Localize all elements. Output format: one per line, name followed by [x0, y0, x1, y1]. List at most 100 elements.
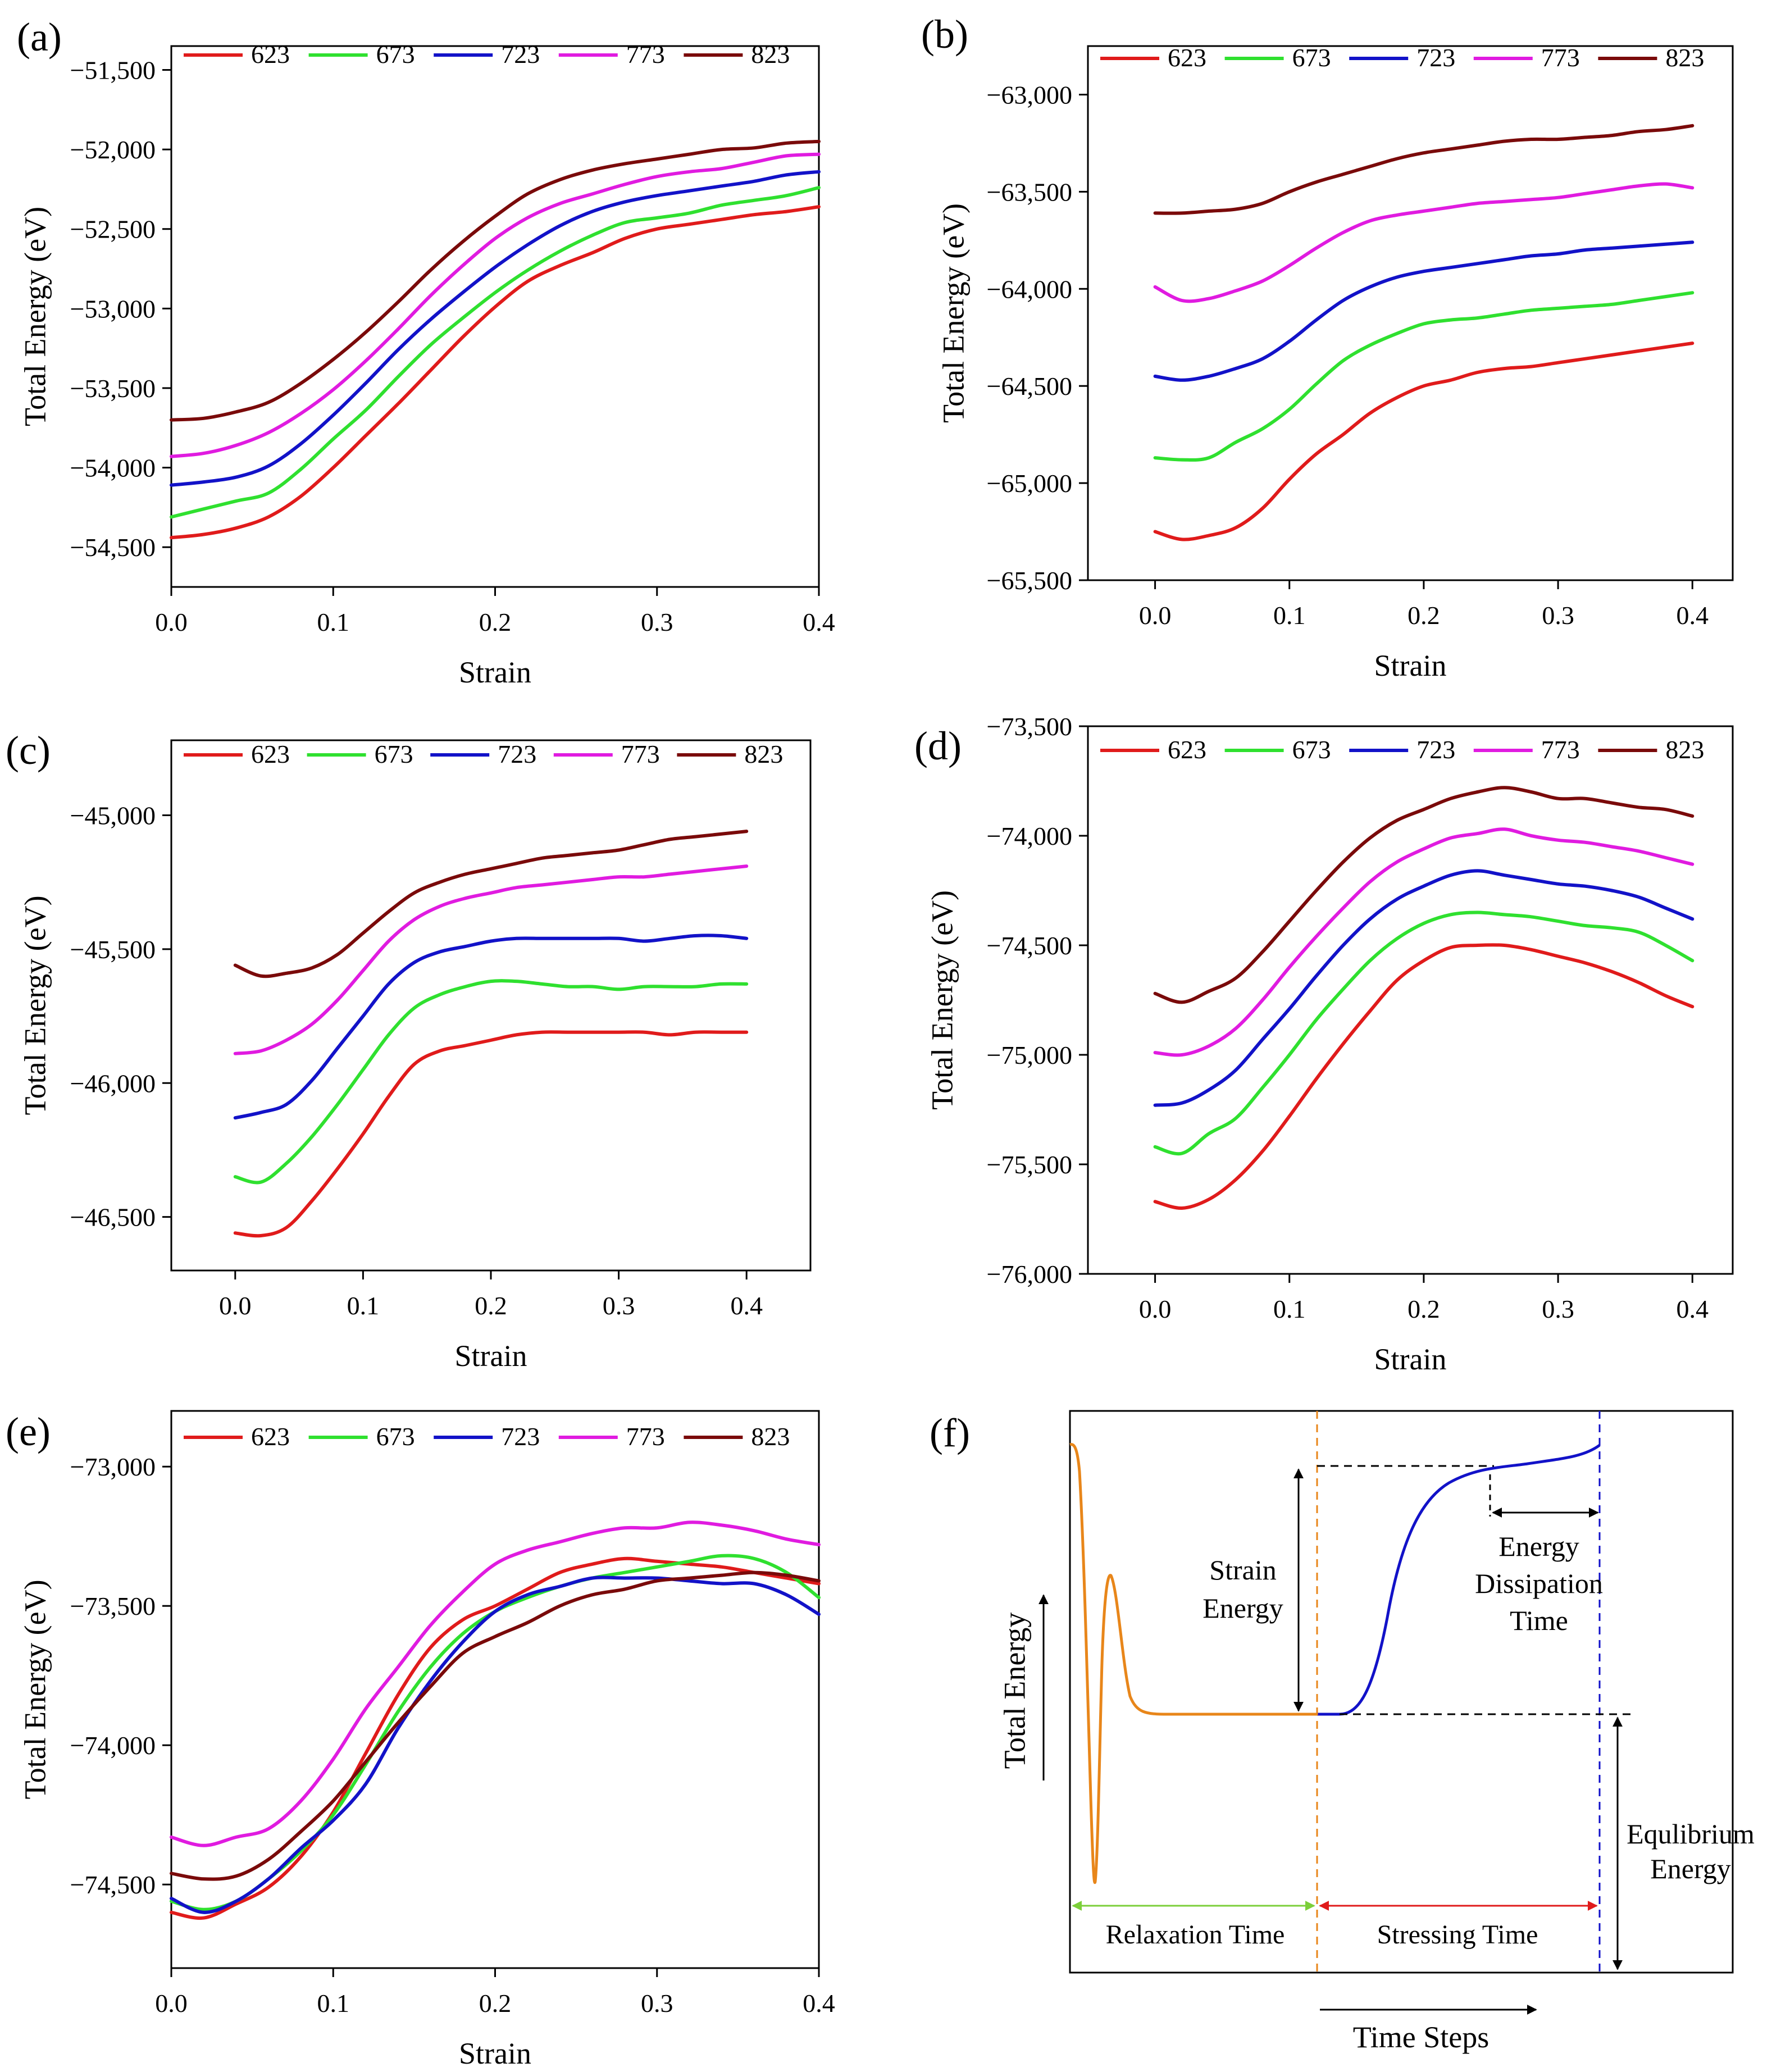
legend-label-623: 623	[251, 1422, 290, 1451]
relaxation-time-label: Relaxation Time	[1106, 1920, 1285, 1950]
y-tick-label: −64,500	[987, 372, 1072, 400]
strain-energy-label: Strain Energy	[1202, 1554, 1283, 1624]
y-tick-label: −65,000	[987, 469, 1072, 498]
legend-label-673: 673	[1292, 43, 1331, 72]
series-line-723	[1153, 869, 1695, 1107]
legend-label-823: 823	[744, 740, 783, 768]
series-line-623	[1153, 341, 1695, 541]
y-axis-label: Total Energy (eV)	[925, 890, 959, 1110]
panel-letter: (d)	[914, 723, 962, 768]
x-tick-label: 0.3	[1542, 1295, 1574, 1323]
x-tick-label: 0.2	[479, 1989, 512, 2018]
panel-letter: (f)	[930, 1410, 970, 1455]
series-line-773	[170, 1520, 821, 1847]
legend-label-723: 723	[501, 1422, 540, 1451]
plot-frame	[170, 1410, 820, 1969]
panel-d: 0.0 0.1 0.2 0.3 0.4 −73,500 −74,000 −74,500 −75,…	[914, 712, 1734, 1376]
y-tick-label: −45,500	[70, 935, 156, 964]
panel-letter: (b)	[921, 12, 968, 57]
series-line-823	[233, 830, 749, 978]
y-tick-label: −75,500	[987, 1150, 1072, 1179]
y-tick-label: −46,500	[70, 1203, 156, 1232]
y-axis-label: Total Energy (eV)	[18, 207, 52, 426]
y-tick-label: −74,000	[987, 822, 1072, 850]
legend-label-773: 773	[626, 40, 665, 69]
y-tick-label: −75,000	[987, 1041, 1072, 1069]
series-line-823	[1153, 124, 1695, 215]
series-line-723	[170, 1575, 821, 1914]
x-tick-label: 0.1	[1273, 1295, 1306, 1323]
x-tick-label: 0.2	[1408, 1295, 1440, 1323]
panel-a: 0.0 0.1 0.2 0.3 0.4 −51,500 −52,000 −52,500 −53,…	[17, 15, 835, 689]
x-tick-label: 0.0	[1139, 601, 1172, 630]
y-tick-label: −54,500	[70, 533, 156, 562]
y-axis-label: Total Energy (eV)	[18, 1579, 52, 1799]
y-tick-label: −52,000	[70, 135, 156, 164]
legend-label-823: 823	[1665, 735, 1704, 764]
series-line-773	[170, 152, 821, 458]
series-line-673	[170, 186, 821, 519]
legend-label-623: 623	[1168, 735, 1206, 764]
legend-label-673: 673	[376, 1422, 415, 1451]
series-line-773	[1153, 182, 1695, 303]
y-tick-label: −65,500	[987, 566, 1072, 595]
series-line-723	[1153, 240, 1695, 382]
y-tick-label: −64,000	[987, 275, 1072, 303]
series-line-823	[170, 139, 821, 422]
y-tick-label: −73,000	[70, 1452, 156, 1481]
x-tick-label: 0.1	[317, 608, 350, 636]
x-tick-label: 0.4	[1677, 601, 1709, 630]
legend-label-623: 623	[1168, 43, 1206, 72]
y-tick-label: −52,500	[70, 215, 156, 244]
legend-label-773: 773	[1541, 735, 1580, 764]
relaxation-curve	[1069, 1443, 1317, 1884]
series-line-673	[1153, 291, 1695, 462]
stressing-time-label: Stressing Time	[1377, 1920, 1538, 1950]
legend-label-773: 773	[626, 1422, 665, 1451]
legend-label-723: 723	[498, 740, 536, 768]
series-line-823	[170, 1570, 821, 1881]
y-tick-label: −63,000	[987, 80, 1072, 109]
series-line-673	[233, 979, 749, 1185]
legend-label-773: 773	[621, 740, 660, 768]
series-line-773	[1153, 827, 1695, 1057]
x-tick-label: 0.0	[1139, 1295, 1172, 1323]
legend-label-773: 773	[1541, 43, 1580, 72]
y-axis-label: Total Energy (eV)	[936, 203, 970, 423]
x-tick-label: 0.2	[475, 1291, 507, 1320]
panel-letter: (e)	[6, 1409, 51, 1454]
x-tick-label: 0.0	[219, 1291, 252, 1320]
series-line-623	[233, 1030, 749, 1238]
plot-frame	[170, 739, 812, 1272]
series-line-723	[233, 933, 749, 1120]
series-line-723	[170, 170, 821, 487]
legend-label-723: 723	[1416, 43, 1455, 72]
stressing-curve	[1317, 1443, 1601, 1716]
y-tick-label: −63,500	[987, 177, 1072, 206]
legend-label-673: 673	[1292, 735, 1331, 764]
legend-label-823: 823	[751, 40, 790, 69]
equilibrium-energy-label: Equlibrium Energy	[1627, 1818, 1755, 1884]
legend-label-623: 623	[251, 40, 290, 69]
x-tick-label: 0.0	[155, 608, 188, 636]
legend-label-823: 823	[1665, 43, 1704, 72]
y-tick-label: −45,000	[70, 801, 156, 830]
x-tick-label: 0.4	[730, 1291, 763, 1320]
legend-label-623: 623	[251, 740, 290, 768]
x-tick-label: 0.1	[317, 1989, 350, 2018]
legend-label-823: 823	[751, 1422, 790, 1451]
y-tick-label: −73,500	[987, 712, 1072, 741]
x-tick-label: 0.3	[1542, 601, 1574, 630]
y-tick-label: −54,000	[70, 454, 156, 482]
x-tick-label: 0.2	[1408, 601, 1440, 630]
plot-frame	[1087, 45, 1734, 581]
y-tick-label: −53,000	[70, 294, 156, 323]
series-line-673	[170, 1554, 821, 1911]
panel-e: 0.0 0.1 0.2 0.3 0.4 −73,000 −73,500 −74,000 −74,…	[6, 1409, 835, 2070]
x-axis-label: Strain	[459, 2037, 531, 2070]
y-axis-label: Total Energy	[997, 1613, 1031, 1769]
y-tick-label: −53,500	[70, 374, 156, 403]
x-axis-label: Strain	[1374, 1342, 1447, 1376]
series-line-673	[1153, 910, 1695, 1156]
